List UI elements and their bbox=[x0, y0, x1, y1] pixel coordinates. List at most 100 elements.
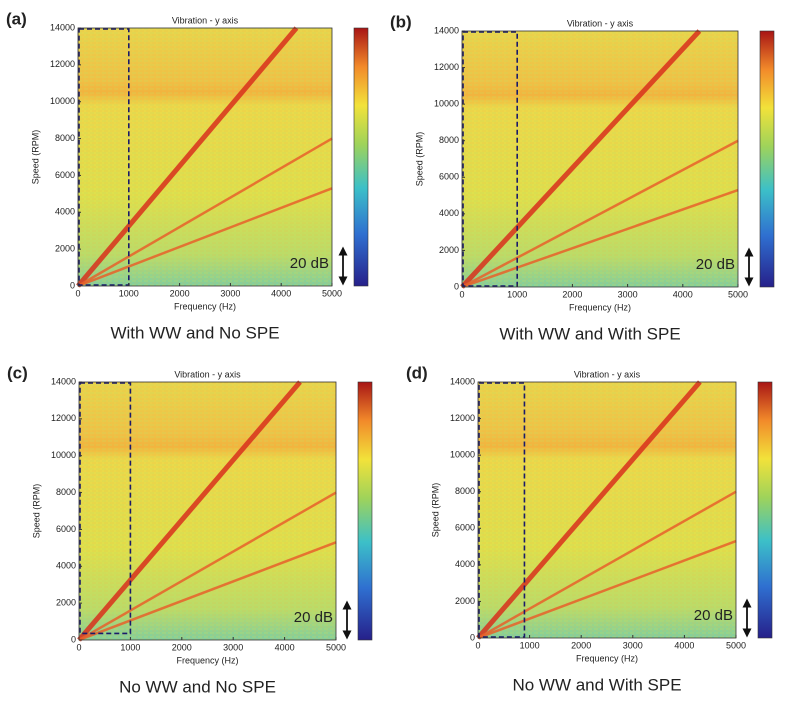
x-tick-label: 3000 bbox=[220, 288, 240, 298]
x-tick-label: 4000 bbox=[674, 640, 694, 650]
ridge bbox=[77, 187, 333, 288]
chart-title: Vibration - y axis bbox=[172, 15, 239, 25]
ridge bbox=[477, 539, 737, 640]
ridge bbox=[78, 491, 337, 642]
scale-label: 20 dB bbox=[294, 609, 333, 626]
caption: With WW and No SPE bbox=[110, 323, 279, 342]
texture bbox=[79, 382, 336, 640]
x-tick-label: 1000 bbox=[120, 642, 140, 652]
x-tick-label: 4000 bbox=[673, 289, 693, 299]
plot-frame bbox=[461, 30, 739, 288]
highlight-box bbox=[79, 382, 132, 635]
caption: No WW and No SPE bbox=[119, 677, 276, 696]
plot-frame bbox=[78, 381, 337, 641]
plot-frame bbox=[477, 381, 737, 639]
x-axis-label: Frequency (Hz) bbox=[174, 301, 236, 311]
highlight-box bbox=[78, 28, 130, 286]
highlight-box bbox=[478, 382, 526, 638]
y-tick-label: 2000 bbox=[455, 596, 475, 606]
y-tick-label: 10000 bbox=[51, 450, 76, 460]
y-tick-label: 12000 bbox=[50, 59, 75, 69]
colorbar bbox=[759, 30, 775, 288]
y-tick-label: 14000 bbox=[50, 22, 75, 32]
y-axis-label: Speed (RPM) bbox=[414, 132, 424, 187]
y-tick-label: 6000 bbox=[439, 172, 459, 182]
y-tick-label: 4000 bbox=[56, 561, 76, 571]
ridge bbox=[477, 490, 737, 640]
x-tick-label: 4000 bbox=[275, 642, 295, 652]
y-tick-label: 10000 bbox=[50, 96, 75, 106]
y-tick-label: 4000 bbox=[55, 207, 75, 217]
x-tick-label: 0 bbox=[475, 640, 480, 650]
chart-title: Vibration - y axis bbox=[174, 369, 241, 379]
colorbar bbox=[357, 381, 373, 641]
y-tick-label: 6000 bbox=[455, 523, 475, 533]
panel: 0 1000 2000 3000 4000 5000 0 2000 4000 6000 8000 10… bbox=[7, 363, 373, 696]
colorbar bbox=[757, 381, 773, 639]
y-tick-label: 10000 bbox=[434, 99, 459, 109]
texture bbox=[462, 31, 738, 287]
ridge bbox=[78, 541, 337, 642]
ridge bbox=[77, 380, 302, 642]
ridge bbox=[77, 137, 333, 288]
chart-title: Vibration - y axis bbox=[574, 369, 641, 379]
y-tick-label: 2000 bbox=[56, 598, 76, 608]
y-axis-label: Speed (RPM) bbox=[430, 483, 440, 538]
y-tick-label: 0 bbox=[71, 634, 76, 644]
caption: No WW and With SPE bbox=[512, 675, 681, 694]
x-tick-label: 2000 bbox=[172, 642, 192, 652]
y-tick-label: 12000 bbox=[450, 413, 475, 423]
y-tick-label: 12000 bbox=[434, 62, 459, 72]
y-tick-label: 0 bbox=[470, 632, 475, 642]
x-tick-label: 0 bbox=[76, 642, 81, 652]
x-axis-label: Frequency (Hz) bbox=[176, 655, 238, 665]
scale-label: 20 dB bbox=[694, 607, 733, 624]
y-tick-label: 10000 bbox=[450, 450, 475, 460]
scale-label: 20 dB bbox=[696, 256, 735, 273]
y-tick-label: 8000 bbox=[55, 133, 75, 143]
x-tick-label: 4000 bbox=[271, 288, 291, 298]
panel: 0 1000 2000 3000 4000 5000 0 2000 4000 6000 8000 10… bbox=[406, 363, 773, 694]
x-tick-label: 1000 bbox=[119, 288, 139, 298]
ridge bbox=[461, 139, 739, 289]
y-tick-label: 12000 bbox=[51, 413, 76, 423]
y-tick-label: 6000 bbox=[56, 524, 76, 534]
x-tick-label: 3000 bbox=[618, 289, 638, 299]
panel-label: (b) bbox=[390, 12, 412, 31]
x-axis-label: Frequency (Hz) bbox=[576, 653, 638, 663]
y-tick-label: 6000 bbox=[55, 170, 75, 180]
x-tick-label: 2000 bbox=[170, 288, 190, 298]
y-tick-label: 8000 bbox=[56, 487, 76, 497]
panel: 0 1000 2000 3000 4000 5000 0 2000 4000 6000 8000 10… bbox=[6, 9, 369, 342]
plot-frame bbox=[77, 27, 333, 287]
x-tick-label: 1000 bbox=[520, 640, 540, 650]
x-tick-label: 1000 bbox=[507, 289, 527, 299]
highlight-box bbox=[462, 31, 519, 287]
x-tick-label: 5000 bbox=[728, 289, 748, 299]
ridge bbox=[461, 188, 739, 289]
x-tick-label: 2000 bbox=[571, 640, 591, 650]
x-tick-label: 0 bbox=[75, 288, 80, 298]
panel: 0 1000 2000 3000 4000 5000 0 2000 4000 6000 8000 10… bbox=[390, 12, 775, 343]
x-tick-label: 5000 bbox=[326, 642, 346, 652]
y-axis-label: Speed (RPM) bbox=[31, 484, 41, 539]
y-tick-label: 0 bbox=[70, 280, 75, 290]
x-tick-label: 2000 bbox=[562, 289, 582, 299]
y-tick-label: 2000 bbox=[55, 244, 75, 254]
x-tick-label: 3000 bbox=[223, 642, 243, 652]
y-tick-label: 14000 bbox=[450, 376, 475, 386]
y-axis-label: Speed (RPM) bbox=[30, 130, 40, 185]
panel-label: (a) bbox=[6, 9, 27, 28]
y-tick-label: 8000 bbox=[439, 135, 459, 145]
x-axis-label: Frequency (Hz) bbox=[569, 302, 631, 312]
y-tick-label: 4000 bbox=[439, 208, 459, 218]
x-tick-label: 0 bbox=[459, 289, 464, 299]
y-tick-label: 8000 bbox=[455, 486, 475, 496]
panel-label: (d) bbox=[406, 363, 428, 382]
caption: With WW and With SPE bbox=[499, 324, 680, 343]
x-tick-label: 3000 bbox=[623, 640, 643, 650]
texture bbox=[78, 28, 332, 286]
colorbar bbox=[353, 27, 369, 287]
ridge bbox=[460, 29, 702, 289]
